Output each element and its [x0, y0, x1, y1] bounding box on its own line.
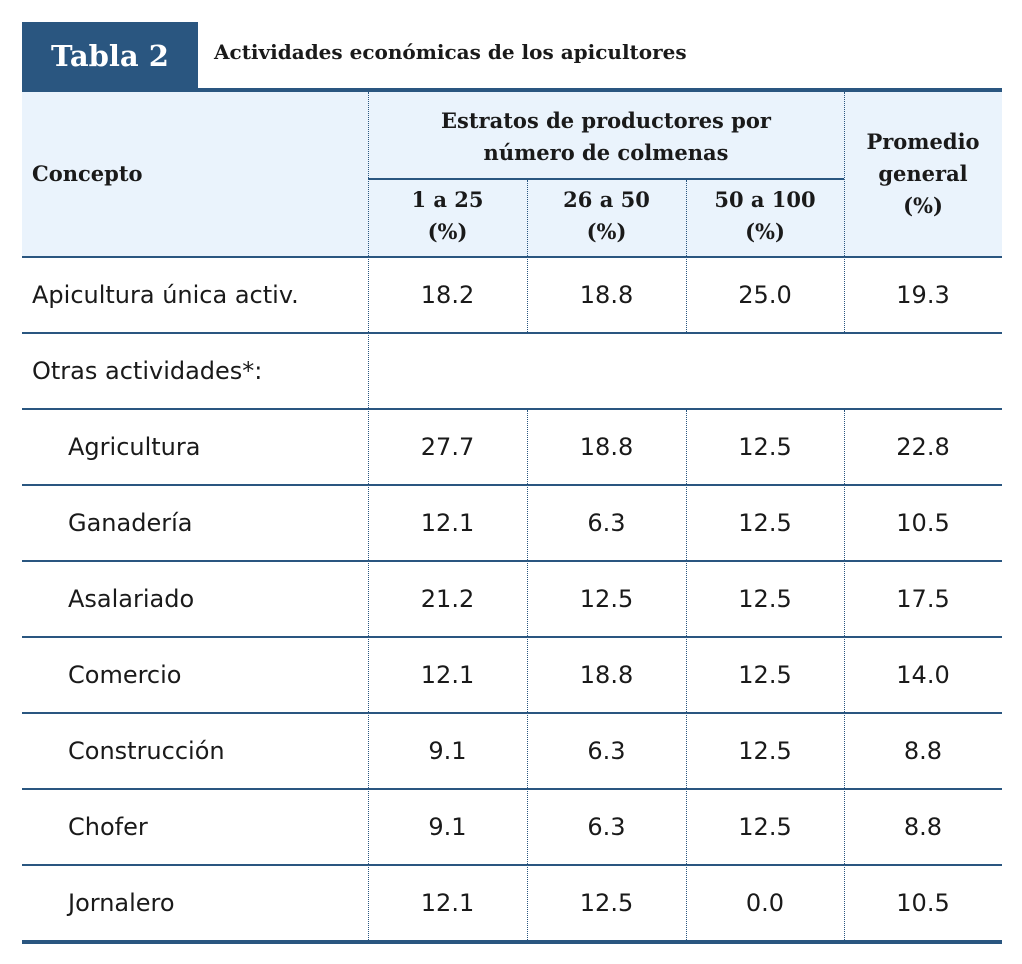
cell-50-100: 12.5 — [738, 737, 792, 765]
row-label: Ganadería — [68, 509, 193, 537]
row-divider — [22, 484, 1002, 486]
cell-1-25: 18.2 — [420, 281, 475, 309]
title-rule — [22, 88, 1002, 92]
row-divider — [22, 864, 1002, 866]
cell-50-100: 12.5 — [738, 661, 792, 689]
table-row: Chofer 9.1 6.3 12.5 8.8 — [22, 790, 1002, 864]
row-label: Asalariado — [68, 585, 195, 613]
header-strata-line1: Estratos de productores por — [441, 108, 771, 133]
cell-26-50: 18.8 — [579, 281, 634, 309]
section-row: Otras actividades*: — [22, 334, 1002, 408]
header-average-line2: general — [878, 161, 968, 186]
header-average-line1: Promedio — [866, 129, 980, 154]
row-divider — [22, 560, 1002, 562]
table-row: Asalariado 21.2 12.5 12.5 17.5 — [22, 562, 1002, 636]
table-tag: Tabla 2 — [22, 22, 198, 90]
cell-26-50: 6.3 — [587, 737, 626, 765]
cell-26-50: 18.8 — [579, 433, 634, 461]
row-divider — [22, 408, 1002, 410]
header-concept: Concepto — [22, 92, 368, 256]
cell-26-50: 12.5 — [579, 585, 634, 613]
header-average-line3: (%) — [903, 193, 943, 218]
header-col-50-100: 50 a 100 (%) — [686, 180, 844, 252]
cell-50-100: 12.5 — [738, 813, 792, 841]
header-col-26-50-range: 26 a 50 — [563, 187, 650, 212]
column-divider — [527, 180, 528, 332]
cell-26-50: 6.3 — [587, 813, 626, 841]
cell-average: 22.8 — [896, 433, 950, 461]
row-label: Apicultura única activ. — [32, 281, 299, 309]
table-bottom-rule — [22, 940, 1002, 944]
header-col-50-100-range: 50 a 100 — [714, 187, 816, 212]
row-divider — [22, 788, 1002, 790]
cell-50-100: 12.5 — [738, 509, 792, 537]
cell-average: 8.8 — [903, 737, 943, 765]
cell-1-25: 9.1 — [428, 737, 467, 765]
table-row: Agricultura 27.7 18.8 12.5 22.8 — [22, 410, 1002, 484]
cell-26-50: 18.8 — [579, 661, 634, 689]
header-strata-rule — [368, 178, 844, 180]
cell-average: 19.3 — [896, 281, 950, 309]
row-label: Agricultura — [68, 433, 201, 461]
table-header: Concepto Estratos de productores por núm… — [22, 92, 1002, 256]
cell-26-50: 6.3 — [587, 509, 626, 537]
column-divider — [686, 180, 687, 332]
cell-1-25: 27.7 — [420, 433, 475, 461]
cell-1-25: 9.1 — [428, 813, 467, 841]
header-col-1-25-pct: (%) — [427, 219, 468, 244]
cell-50-100: 0.0 — [745, 889, 785, 917]
header-concept-label: Concepto — [32, 161, 143, 186]
header-strata: Estratos de productores por número de co… — [368, 102, 844, 172]
table-caption: Actividades económicas de los apicultore… — [214, 40, 687, 64]
header-col-26-50-pct: (%) — [586, 219, 627, 244]
header-col-1-25: 1 a 25 (%) — [368, 180, 527, 252]
cell-50-100: 25.0 — [738, 281, 792, 309]
row-label: Construcción — [68, 737, 225, 765]
header-strata-line2: número de colmenas — [483, 140, 729, 165]
section-label: Otras actividades*: — [32, 357, 263, 385]
cell-average: 17.5 — [896, 585, 950, 613]
row-divider — [22, 332, 1002, 334]
table-row: Apicultura única activ. 18.2 18.8 25.0 1… — [22, 258, 1002, 332]
row-label: Chofer — [68, 813, 148, 841]
header-average: Promedio general (%) — [844, 92, 1002, 256]
table-row: Jornalero 12.1 12.5 0.0 10.5 — [22, 866, 1002, 940]
cell-average: 14.0 — [896, 661, 950, 689]
row-divider — [22, 256, 1002, 258]
cell-50-100: 12.5 — [738, 433, 792, 461]
cell-1-25: 12.1 — [420, 889, 475, 917]
cell-1-25: 12.1 — [420, 661, 475, 689]
cell-50-100: 12.5 — [738, 585, 792, 613]
header-col-26-50: 26 a 50 (%) — [527, 180, 686, 252]
header-col-1-25-range: 1 a 25 — [411, 187, 484, 212]
column-divider — [844, 410, 845, 940]
header-col-50-100-pct: (%) — [745, 219, 785, 244]
table-row: Construcción 9.1 6.3 12.5 8.8 — [22, 714, 1002, 788]
row-label: Comercio — [68, 661, 182, 689]
cell-average: 10.5 — [896, 509, 950, 537]
cell-average: 8.8 — [903, 813, 943, 841]
column-divider — [686, 410, 687, 940]
table-row: Ganadería 12.1 6.3 12.5 10.5 — [22, 486, 1002, 560]
row-divider — [22, 712, 1002, 714]
table-row: Comercio 12.1 18.8 12.5 14.0 — [22, 638, 1002, 712]
row-label: Jornalero — [68, 889, 175, 917]
cell-average: 10.5 — [896, 889, 950, 917]
row-divider — [22, 636, 1002, 638]
column-divider — [527, 410, 528, 940]
cell-26-50: 12.5 — [579, 889, 634, 917]
cell-1-25: 12.1 — [420, 509, 475, 537]
cell-1-25: 21.2 — [420, 585, 475, 613]
column-divider — [844, 92, 845, 332]
column-divider — [368, 92, 369, 940]
